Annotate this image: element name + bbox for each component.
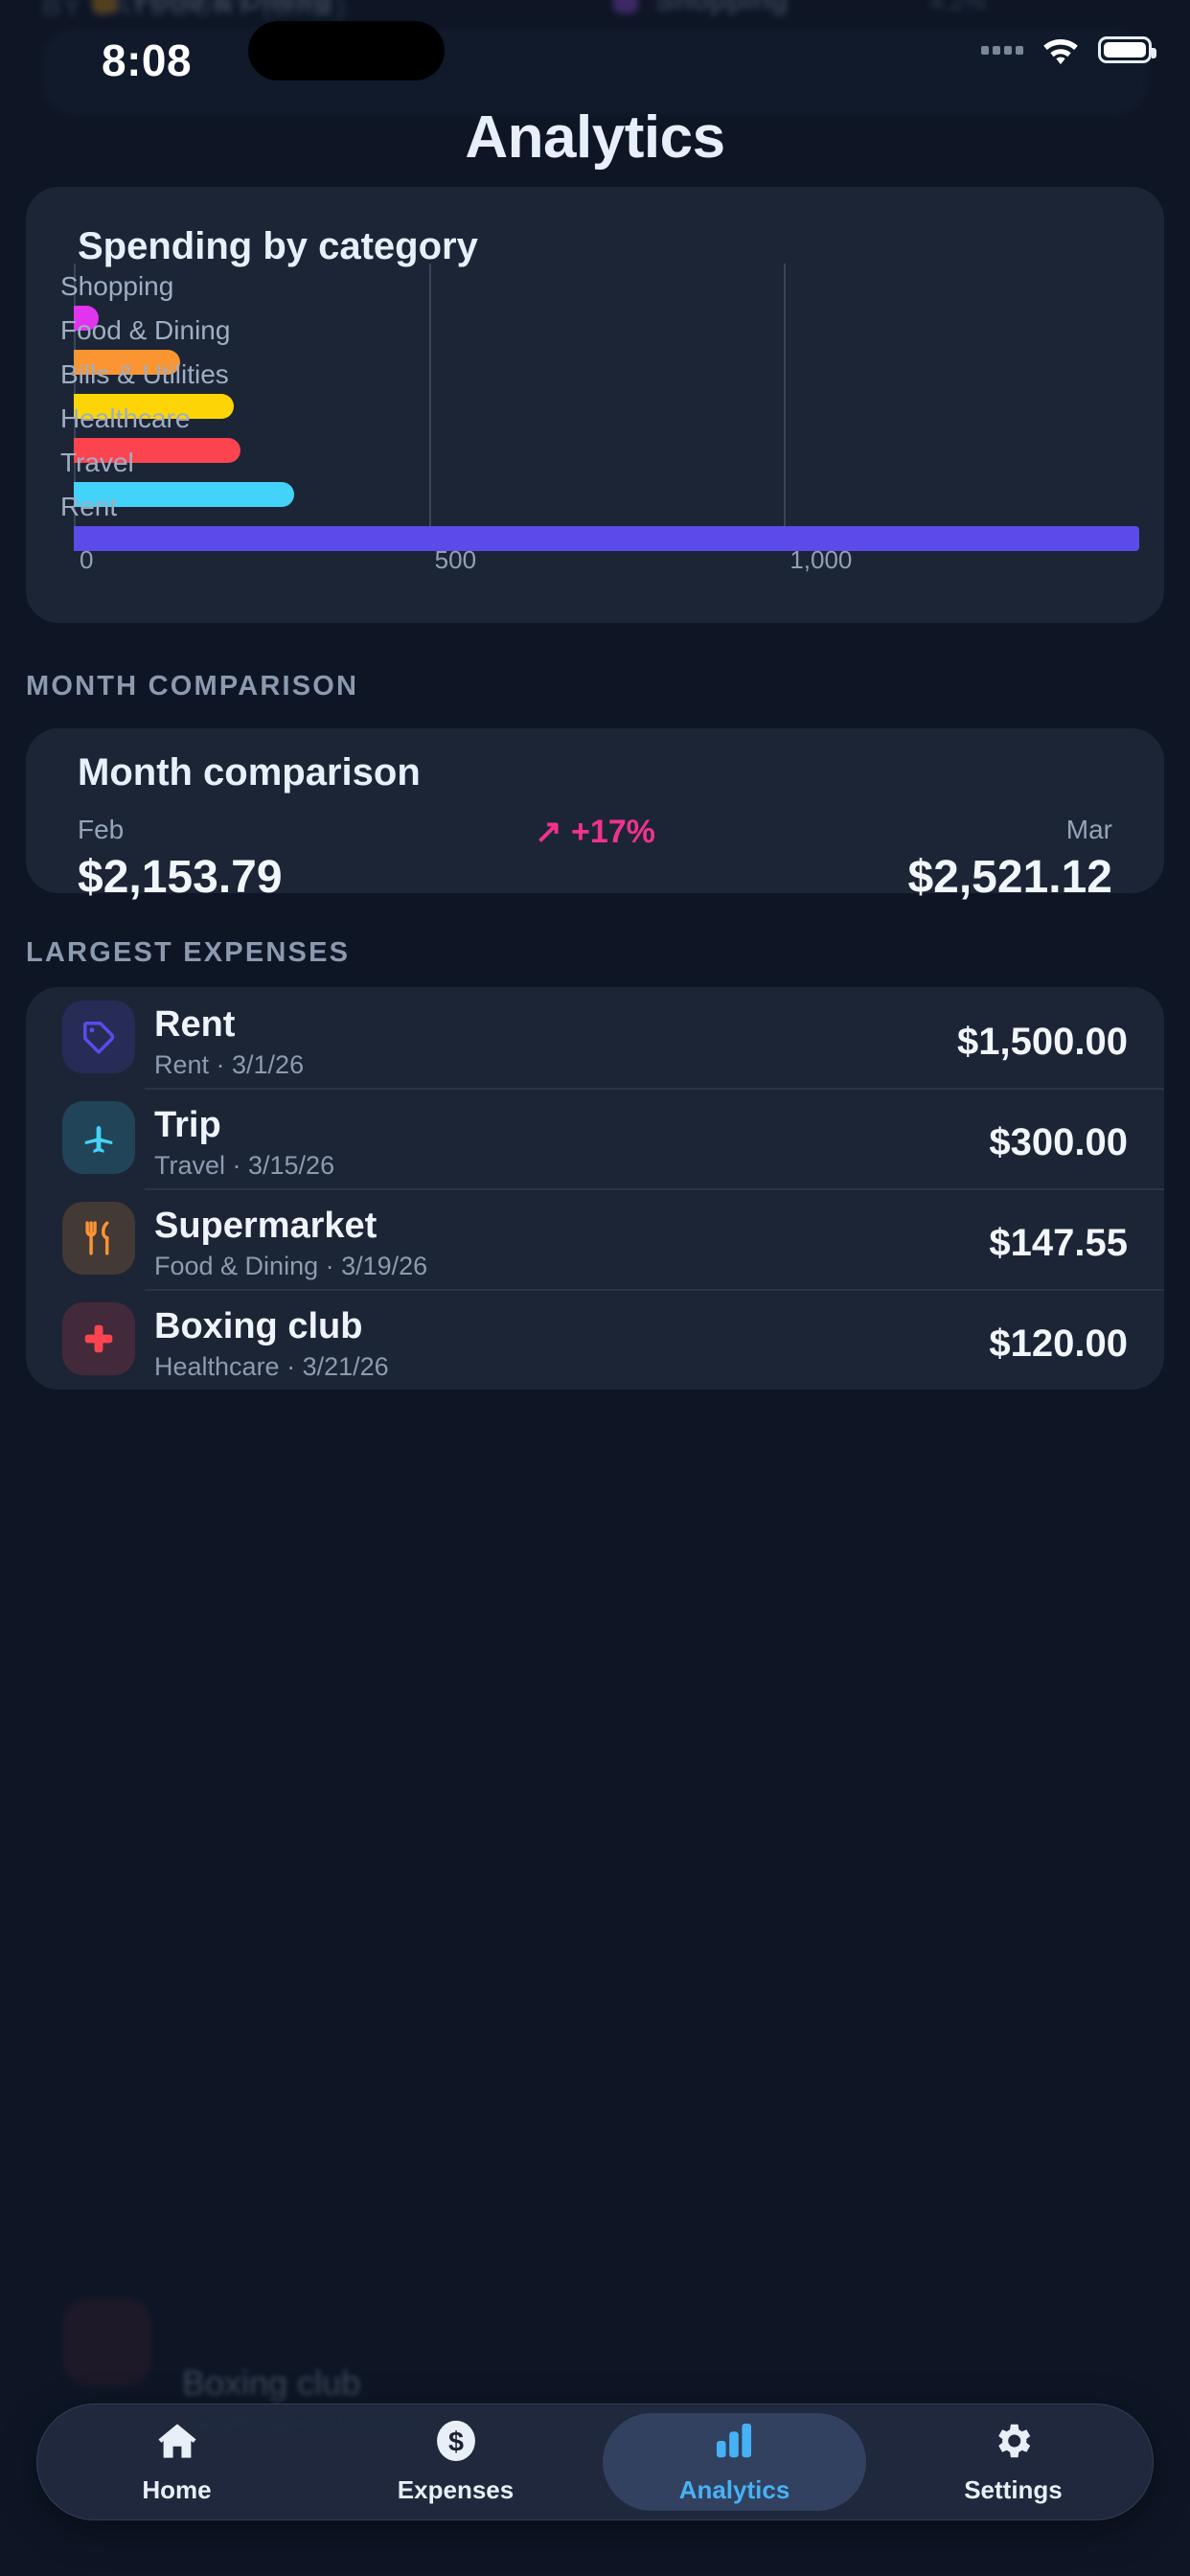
ghost-icon	[63, 2298, 151, 2386]
section-header-largest-expenses: LARGEST EXPENSES	[26, 937, 351, 968]
spending-by-category-card: Spending by category Shopping Food & Dini…	[26, 187, 1164, 623]
chart-category-label: Food & Dining	[60, 315, 231, 345]
dollar-icon: $	[434, 2419, 478, 2468]
tab-expenses[interactable]: $ Expenses	[316, 2404, 595, 2519]
wifi-icon	[1043, 38, 1078, 65]
tab-label: Settings	[964, 2475, 1063, 2504]
tab-label: Expenses	[397, 2475, 515, 2504]
ghost-item-name: Boxing club	[182, 2363, 361, 2403]
chart-x-tick: 500	[434, 545, 477, 574]
svg-text:$: $	[448, 2427, 464, 2458]
tab-analytics[interactable]: Analytics	[595, 2404, 874, 2519]
expense-amount: $300.00	[989, 1121, 1128, 1163]
signal-dots-icon	[981, 45, 1023, 55]
expense-meta: Rent · 3/1/26	[154, 1050, 305, 1079]
chart-category-label: Rent	[60, 492, 118, 521]
row-divider	[145, 1088, 1164, 1090]
expense-row[interactable]: Rent Rent · 3/1/26 $1,500.00	[26, 987, 1164, 1088]
month-right-value: $2,521.12	[907, 852, 1112, 903]
tab-label: Analytics	[678, 2475, 790, 2504]
bar-chart-icon	[712, 2419, 756, 2468]
chart-bar	[74, 526, 1139, 551]
chart-x-tick: 1,000	[790, 545, 853, 574]
expense-name: Trip	[154, 1105, 221, 1145]
expense-name: Rent	[154, 1004, 236, 1045]
row-divider	[145, 1188, 1164, 1190]
expense-meta: Food & Dining · 3/19/26	[154, 1252, 428, 1280]
bottom-tab-bar[interactable]: Home $ Expenses Analytics Settings	[36, 2404, 1154, 2520]
chart-bar	[74, 394, 234, 419]
chart-bar	[74, 482, 294, 507]
expense-row[interactable]: Trip Travel · 3/15/26 $300.00	[26, 1088, 1164, 1188]
expense-amount: $120.00	[989, 1322, 1128, 1365]
chart-bar	[74, 306, 99, 331]
chart-category-label: Shopping	[60, 271, 174, 301]
gear-icon	[991, 2419, 1035, 2468]
expense-name: Boxing club	[154, 1306, 363, 1346]
tab-home[interactable]: Home	[37, 2404, 316, 2519]
medical-cross-icon	[62, 1302, 135, 1375]
bar-chart: Shopping Food & Dining Bills & Utilities He…	[51, 264, 1139, 575]
expense-amount: $1,500.00	[957, 1021, 1128, 1063]
expense-row[interactable]: Boxing club Healthcare · 3/21/26 $120.00	[26, 1289, 1164, 1390]
chart-title: Spending by category	[78, 225, 478, 267]
status-indicators	[981, 34, 1156, 65]
month-left-value: $2,153.79	[78, 852, 283, 903]
chart-x-tick: 0	[80, 545, 94, 574]
active-tab-pill	[603, 2413, 866, 2511]
expense-name: Supermarket	[154, 1206, 378, 1246]
chart-bar	[74, 350, 181, 375]
chart-category-label: Bills & Utilities	[60, 359, 229, 389]
month-comparison-card[interactable]: Month comparison Feb $2,153.79 ↗ +17% Ma…	[26, 728, 1164, 903]
status-bar: 8:08	[0, 0, 1190, 125]
battery-icon	[1098, 36, 1156, 63]
month-left-label: Feb	[78, 815, 125, 844]
tab-settings[interactable]: Settings	[874, 2404, 1153, 2519]
row-divider	[145, 1289, 1164, 1291]
airplane-icon	[62, 1101, 135, 1174]
chart-gridline	[428, 264, 431, 532]
month-delta-badge: ↗ +17%	[535, 814, 655, 850]
chart-gridline	[784, 264, 787, 532]
month-right-label: Mar	[1065, 815, 1112, 844]
home-icon	[155, 2419, 199, 2468]
status-time: 8:08	[102, 35, 193, 85]
section-header-month-comparison: MONTH COMPARISON	[26, 671, 359, 702]
chart-category-label: Travel	[60, 448, 134, 477]
chart-bar	[74, 438, 241, 463]
expense-meta: Healthcare · 3/21/26	[154, 1352, 389, 1381]
month-comparison-title: Month comparison	[78, 751, 421, 794]
largest-expenses-card: Rent Rent · 3/1/26 $1,500.00 Trip Travel · 3…	[26, 987, 1164, 1390]
expense-meta: Travel · 3/15/26	[154, 1151, 335, 1180]
tag-icon	[62, 1000, 135, 1073]
expense-row[interactable]: Supermarket Food & Dining · 3/19/26 $147.5…	[26, 1188, 1164, 1289]
expense-amount: $147.55	[989, 1222, 1128, 1264]
page-title: Analytics	[465, 104, 725, 171]
tab-label: Home	[142, 2475, 212, 2504]
dynamic-island	[248, 21, 445, 80]
chart-category-label: Healthcare	[60, 403, 191, 433]
cutlery-icon	[62, 1202, 135, 1275]
